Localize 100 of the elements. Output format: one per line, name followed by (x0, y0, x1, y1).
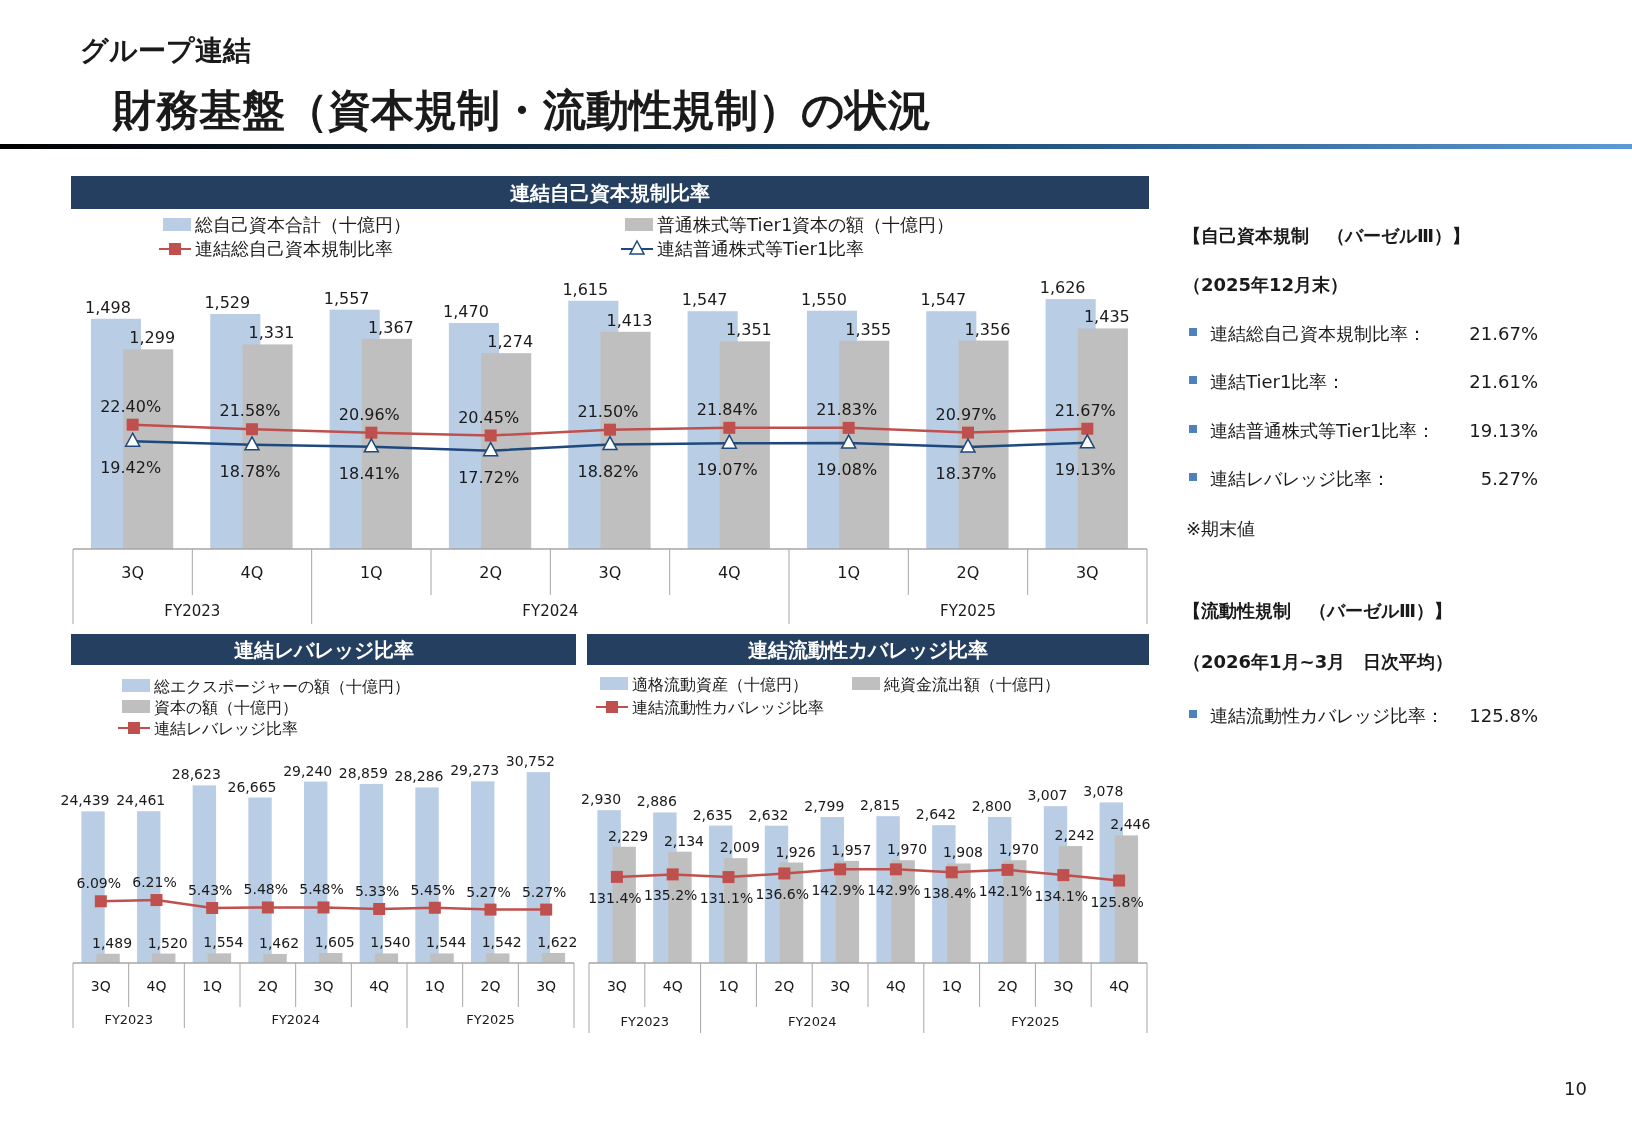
x-tick-label: 4Q (240, 563, 264, 582)
data-label: 21.67% (1054, 400, 1116, 420)
data-label: 18.37% (935, 464, 997, 484)
x-tick-label: 1Q (837, 563, 861, 582)
x-tick-label: 3Q (606, 978, 627, 994)
data-label: 2,632 (748, 806, 789, 823)
x-tick-label: 3Q (830, 978, 851, 994)
x-tick-label: 3Q (598, 563, 622, 582)
x-tick-label: 4Q (662, 978, 683, 994)
data-label: 1,957 (831, 841, 872, 858)
data-label: 21.84% (696, 399, 758, 419)
x-tick-label: 1Q (424, 978, 445, 994)
data-label: 5.45% (410, 881, 456, 898)
point (778, 867, 791, 880)
x-tick-label: 1Q (202, 978, 223, 994)
data-label: 1,435 (1083, 307, 1130, 327)
text: グループ連結 (80, 34, 251, 67)
text: 21.61% (1469, 371, 1538, 392)
data-label: 1,926 (775, 843, 816, 860)
data-label: 20.45% (458, 407, 520, 427)
point (482, 441, 499, 457)
text: FY2023 (104, 1011, 153, 1027)
text: 【自己資本規制 （バーゼルⅢ）】 (1183, 225, 1471, 246)
data-label: 2,009 (719, 839, 760, 856)
bar (430, 953, 454, 963)
point (365, 426, 378, 439)
data-label: 1,615 (562, 279, 609, 299)
data-label: 21.50% (577, 401, 639, 421)
data-label: 30,752 (505, 753, 555, 770)
data-label: 21.58% (219, 401, 281, 421)
data-label: 2,799 (804, 797, 845, 814)
data-label: 1,470 (443, 302, 489, 322)
text: FY2024 (271, 1011, 320, 1027)
data-label: 1,498 (85, 297, 131, 317)
data-label: 136.6% (755, 886, 809, 903)
data-label: 29,240 (283, 762, 333, 779)
data-label: 1,274 (487, 332, 534, 352)
data-label: 1,557 (323, 288, 370, 308)
data-label: 5.27% (521, 883, 567, 900)
bar (263, 953, 287, 963)
data-label: 21.83% (816, 399, 878, 419)
x-tick-label: 3Q (121, 563, 145, 582)
text: 19.13% (1469, 420, 1538, 441)
data-label: 28,859 (338, 764, 388, 781)
data-label: 1,626 (1039, 278, 1086, 298)
point (1081, 422, 1094, 435)
text: 連結流動性カバレッジ比率： (1210, 705, 1444, 726)
point (150, 894, 163, 907)
data-label: 5.27% (466, 883, 511, 900)
point (604, 423, 616, 436)
data-label: 18.41% (338, 463, 400, 483)
text: 5.27% (1480, 468, 1538, 489)
data-label: 2,800 (971, 797, 1012, 814)
data-label: 1,605 (314, 934, 355, 951)
point (960, 438, 976, 453)
data-label: 20.96% (338, 404, 400, 424)
data-label: 19.08% (816, 460, 878, 480)
data-label: 1,489 (92, 934, 133, 951)
point (834, 863, 847, 876)
point (317, 901, 330, 914)
point (206, 901, 219, 914)
text: FY2023 (164, 601, 221, 620)
data-label: 2,815 (860, 797, 901, 814)
text: ※期末値 (1186, 518, 1256, 539)
text: 連結総自己資本規制比率： (1210, 323, 1426, 344)
text: 10 (1564, 1078, 1587, 1099)
data-label: 134.1% (1034, 888, 1088, 905)
data-label: 2,642 (915, 806, 956, 823)
text: （2026年1月~3月 日次平均） (1183, 651, 1454, 672)
x-tick-label: 3Q (1075, 563, 1099, 582)
data-label: 5.33% (354, 882, 400, 899)
data-label: 2,229 (608, 827, 649, 844)
data-label: 1,547 (681, 290, 728, 310)
data-label: 3,078 (1083, 783, 1124, 800)
point (840, 434, 857, 449)
data-label: 22.40% (100, 396, 162, 416)
x-tick-label: 2Q (257, 978, 278, 994)
point (1001, 863, 1014, 876)
text: 連結レバレッジ比率： (1210, 468, 1390, 489)
data-label: 142.1% (978, 882, 1033, 899)
data-label: 20.97% (935, 404, 997, 424)
legend-label: 連結流動性カバレッジ比率 (632, 698, 824, 717)
data-label: 5.43% (187, 881, 233, 898)
data-label: 1,520 (147, 934, 188, 951)
data-label: 2,635 (692, 806, 733, 823)
x-tick-label: 2Q (997, 978, 1018, 994)
data-label: 18.78% (219, 461, 281, 481)
x-tick-label: 3Q (536, 978, 557, 994)
legend-label: 総自己資本合計（十億円） (194, 214, 411, 235)
data-label: 138.4% (923, 885, 977, 902)
data-label: 1,413 (606, 310, 653, 330)
data-label: 5.48% (299, 881, 344, 898)
data-label: 1,908 (942, 844, 983, 861)
data-label: 1,355 (845, 319, 892, 339)
data-label: 2,886 (636, 793, 678, 810)
data-label: 1,331 (248, 323, 295, 343)
text: FY2024 (787, 1014, 837, 1029)
point (962, 426, 974, 439)
x-tick-label: 3Q (1053, 978, 1074, 994)
text: （2025年12月末） (1183, 274, 1349, 295)
